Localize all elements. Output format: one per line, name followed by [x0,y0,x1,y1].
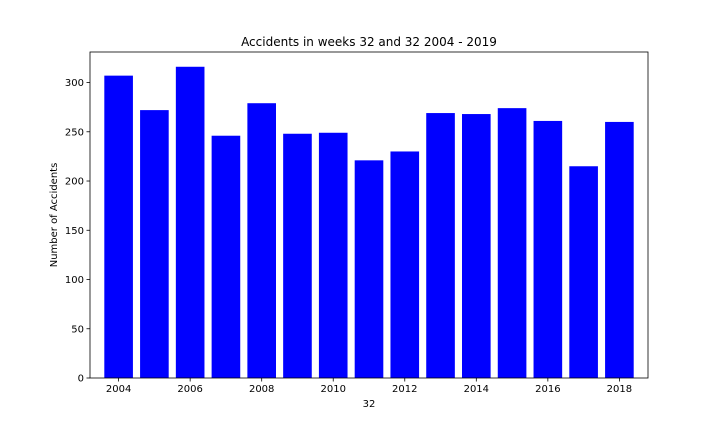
bar-2017 [569,166,598,378]
x-tick-label: 2010 [321,384,346,395]
bar-2010 [318,132,348,378]
bar-2013 [426,113,455,378]
y-tick-label: 50 [71,324,84,335]
x-tick-label: 2004 [106,384,131,395]
bar-2008 [247,103,276,379]
bar-2016 [533,120,563,378]
x-tick-label: 2014 [464,384,489,395]
y-tick-label: 250 [65,127,84,138]
bar-2004 [104,75,133,378]
chart-title: Accidents in weeks 32 and 32 2004 - 2019 [241,35,497,49]
bar-2006 [175,66,205,379]
bar-2014 [462,114,491,379]
y-tick-label: 0 [78,374,84,385]
bar-2005 [140,110,169,379]
bar-2018 [605,121,634,379]
x-tick-label: 2016 [535,384,560,395]
x-tick-label: 2012 [392,384,417,395]
y-tick-label: 300 [65,78,84,89]
x-tick-label: 2006 [177,384,202,395]
y-tick-label: 200 [65,177,84,188]
y-tick-label: 150 [65,226,84,237]
y-axis-label: Number of Accidents [49,163,60,268]
bar-2009 [283,133,312,378]
bar-2012 [390,151,420,378]
x-tick-label: 2008 [249,384,274,395]
x-tick-label: 2018 [607,384,632,395]
bars-group [104,66,634,379]
y-tick-label: 100 [65,275,84,286]
bar-2015 [497,108,527,378]
plot-area-frame [89,51,649,379]
bar-2011 [354,160,384,378]
bar-2007 [211,135,241,378]
x-axis-label: 32 [363,399,376,410]
x-axis-ticks: 2004 2006 2008 2010 2012 2014 2016 2018 [106,378,632,395]
y-axis-ticks: 0 50 100 150 200 250 300 [65,78,90,385]
